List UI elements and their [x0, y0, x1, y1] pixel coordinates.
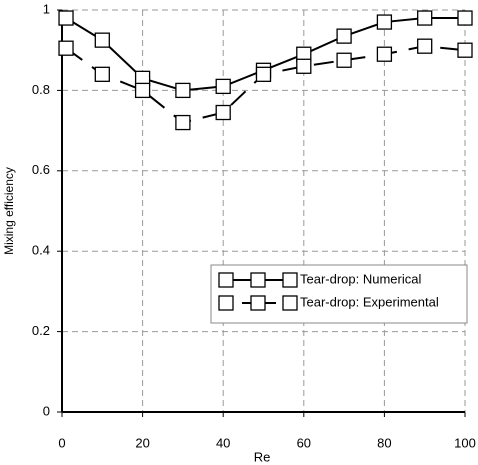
- y-tick-label: 0: [43, 403, 50, 418]
- data-point: [457, 42, 473, 58]
- x-tick-label: 60: [297, 435, 311, 450]
- x-tick-label: 80: [377, 435, 391, 450]
- y-tick-label: 0.8: [32, 82, 50, 97]
- data-point: [336, 52, 352, 68]
- y-tick-label: 0.6: [32, 162, 50, 177]
- data-point: [134, 82, 151, 99]
- data-point: [58, 10, 74, 26]
- y-tick-label: 1: [43, 1, 50, 16]
- data-point: [58, 40, 74, 56]
- data-point: [215, 104, 231, 121]
- data-point: [94, 32, 110, 48]
- series-line: [65, 45, 466, 124]
- y-tick-label: 0.4: [32, 243, 50, 258]
- data-point: [255, 66, 272, 82]
- x-tick-label: 0: [58, 435, 65, 450]
- data-point: [94, 66, 110, 82]
- data-point: [457, 10, 473, 26]
- data-point: [296, 58, 312, 74]
- data-point: [175, 114, 191, 131]
- data-point: [376, 14, 393, 30]
- legend-label: Tear-drop: Experimental: [300, 294, 439, 309]
- legend-marker: [218, 295, 234, 311]
- y-tick-label: 0.2: [32, 323, 50, 338]
- data-point: [215, 78, 231, 95]
- legend-marker: [282, 295, 298, 311]
- data-point: [175, 82, 191, 99]
- x-tick-label: 20: [135, 435, 149, 450]
- data-point: [376, 46, 393, 62]
- x-axis-label: Re: [254, 449, 271, 464]
- legend-marker: [282, 272, 298, 288]
- legend-marker: [250, 272, 266, 288]
- legend-marker: [218, 272, 234, 288]
- data-point: [417, 38, 433, 54]
- x-tick-label: 100: [454, 435, 476, 450]
- legend-label: Tear-drop: Numerical: [300, 271, 421, 286]
- data-point: [336, 28, 352, 44]
- data-point: [417, 10, 433, 26]
- legend-marker: [250, 295, 266, 311]
- x-tick-label: 40: [216, 435, 230, 450]
- y-axis-label: Mixing efficiency: [2, 167, 16, 255]
